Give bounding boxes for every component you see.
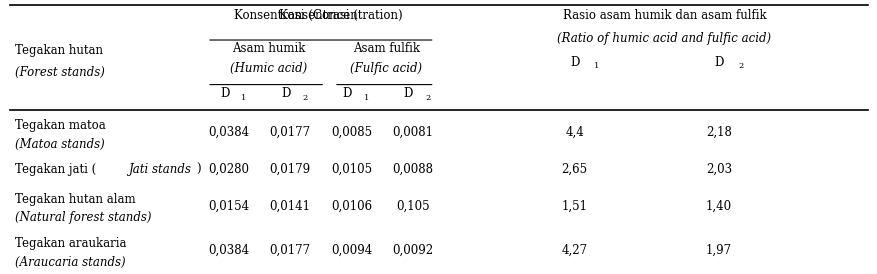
Text: 1,97: 1,97 [705, 244, 731, 257]
Text: 0,0094: 0,0094 [331, 244, 372, 257]
Text: 0,0177: 0,0177 [269, 244, 310, 257]
Text: D: D [403, 87, 412, 99]
Text: (Araucaria stands): (Araucaria stands) [15, 256, 125, 269]
Text: Tegakan jati (: Tegakan jati ( [15, 163, 96, 176]
Text: (Natural forest stands): (Natural forest stands) [15, 211, 151, 224]
Text: Tegakan araukaria: Tegakan araukaria [15, 237, 126, 250]
Text: 0,0154: 0,0154 [208, 199, 249, 212]
Text: 0,0088: 0,0088 [392, 163, 432, 176]
Text: 4,4: 4,4 [565, 126, 583, 139]
Text: 2: 2 [302, 94, 307, 102]
Text: Tegakan hutan: Tegakan hutan [15, 44, 103, 58]
Text: 2,18: 2,18 [705, 126, 731, 139]
Text: Asam fulfik: Asam fulfik [353, 42, 419, 55]
Text: Rasio asam humik dan asam fulfik: Rasio asam humik dan asam fulfik [562, 9, 766, 22]
Text: D: D [569, 56, 579, 69]
Text: 4,27: 4,27 [561, 244, 587, 257]
Text: 2,65: 2,65 [561, 163, 587, 176]
Text: 1: 1 [593, 62, 598, 70]
Text: 0,0179: 0,0179 [269, 163, 310, 176]
Text: 2,03: 2,03 [705, 163, 731, 176]
Text: 0,0141: 0,0141 [269, 199, 310, 212]
Text: 0,0085: 0,0085 [331, 126, 372, 139]
Text: 0,105: 0,105 [396, 199, 429, 212]
Text: 1: 1 [363, 94, 368, 102]
Text: Konsentrasi (: Konsentrasi ( [279, 9, 358, 22]
Text: 1: 1 [241, 94, 246, 102]
Text: 0,0384: 0,0384 [208, 126, 249, 139]
Text: 0,0105: 0,0105 [331, 163, 372, 176]
Text: (Humic acid): (Humic acid) [230, 62, 307, 75]
Text: 2: 2 [424, 94, 430, 102]
Text: D: D [714, 56, 723, 69]
Text: 1,51: 1,51 [561, 199, 587, 212]
Text: Asam humik: Asam humik [232, 42, 304, 55]
Text: D: D [342, 87, 352, 99]
Text: ): ) [196, 163, 200, 176]
Text: (Fulfic acid): (Fulfic acid) [350, 62, 422, 75]
Text: Jati stands: Jati stands [129, 163, 192, 176]
Text: (Forest stands): (Forest stands) [15, 66, 104, 79]
Text: 1,40: 1,40 [705, 199, 731, 212]
Text: 2: 2 [738, 62, 743, 70]
Text: (Ratio of humic acid and fulfic acid): (Ratio of humic acid and fulfic acid) [557, 32, 771, 45]
Text: 0,0106: 0,0106 [331, 199, 372, 212]
Text: (Matoa stands): (Matoa stands) [15, 138, 104, 151]
Text: Tegakan matoa: Tegakan matoa [15, 119, 105, 132]
Text: 0,0081: 0,0081 [392, 126, 432, 139]
Text: 0,0384: 0,0384 [208, 244, 249, 257]
Text: D: D [281, 87, 290, 99]
Text: 0,0177: 0,0177 [269, 126, 310, 139]
Text: 0,0092: 0,0092 [392, 244, 433, 257]
Text: Tegakan hutan alam: Tegakan hutan alam [15, 193, 135, 206]
Text: D: D [219, 87, 229, 99]
Text: Konsentrasi (Concentration): Konsentrasi (Concentration) [234, 9, 403, 22]
Text: 0,0280: 0,0280 [208, 163, 249, 176]
